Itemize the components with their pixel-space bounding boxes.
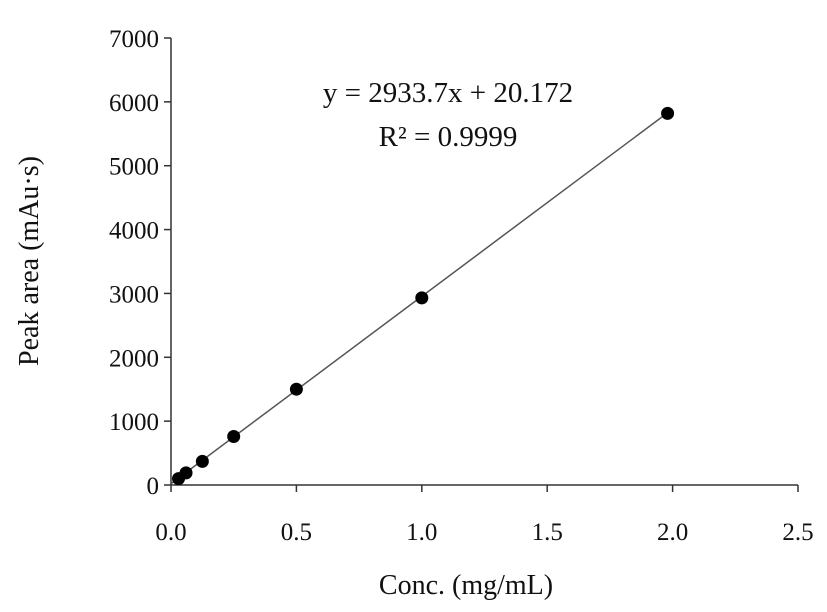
x-axis-title: Conc. (mg/mL) [379,570,553,601]
x-tick-label: 1.5 [532,519,563,546]
data-point [195,454,209,468]
axes [170,38,798,486]
data-points [172,106,675,486]
y-tick-label: 7000 [109,26,159,53]
y-axis-title: Peak area (mAu·s) [14,156,45,366]
y-tick-label: 1000 [109,409,159,436]
data-point [289,382,303,396]
x-tick-label: 0.5 [281,519,312,546]
trend-equation: y = 2933.7x + 20.172 [323,77,573,109]
y-tick-label: 3000 [109,281,159,308]
data-point [415,291,429,305]
x-tick-label: 2.0 [657,519,688,546]
x-tick-label: 0.0 [155,519,186,546]
data-point [227,429,241,443]
data-point [661,106,675,120]
x-tick-label: 2.5 [782,519,813,546]
y-tick-label: 0 [147,473,160,500]
x-tick-label: 1.0 [406,519,437,546]
y-tick-label: 5000 [109,154,159,181]
y-ticks: 0 1000 2000 3000 4000 5000 6000 7000 [109,26,171,500]
y-tick-label: 6000 [109,90,159,117]
y-tick-label: 4000 [109,218,159,245]
r-squared-label: R² = 0.9999 [379,121,518,153]
x-ticks: 0.0 0.5 1.0 1.5 2.0 2.5 [155,485,814,546]
data-point [179,466,193,480]
y-tick-label: 2000 [109,345,159,372]
